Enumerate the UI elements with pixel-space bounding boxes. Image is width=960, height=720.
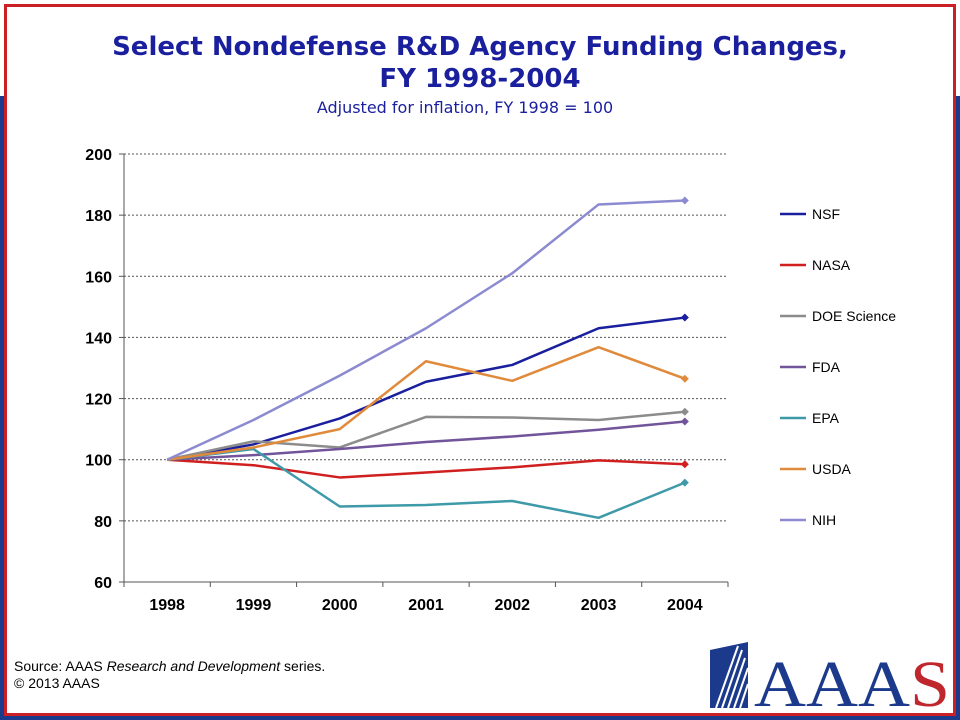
series-line-epa <box>166 447 686 520</box>
series-end-marker-nasa <box>680 460 689 469</box>
series-line-fda <box>167 420 685 461</box>
slide-frame <box>4 4 956 716</box>
bottom-blue-band <box>0 712 960 720</box>
y-tick-label: 160 <box>85 269 112 286</box>
legend-label-fda: FDA <box>812 359 841 375</box>
series-end-marker-nih <box>680 196 689 205</box>
series-line-doe-science <box>166 410 685 461</box>
source-line: Source: AAAS Research and Development se… <box>14 658 325 675</box>
slide-subtitle: Adjusted for inflation, FY 1998 = 100 <box>316 98 614 117</box>
legend-label-nasa: NASA <box>812 257 851 273</box>
x-tick-label: 1998 <box>149 597 185 614</box>
slide-title-line1: Select Nondefense R&D Agency Funding Cha… <box>112 32 848 62</box>
source-note: Source: AAAS Research and Development se… <box>14 658 325 692</box>
slide-title-line2: FY 1998-2004 <box>379 64 581 94</box>
legend-label-nsf: NSF <box>812 206 840 222</box>
series-end-marker-nsf <box>680 313 689 322</box>
y-tick-label: 80 <box>94 514 112 531</box>
y-tick-label: 180 <box>85 208 112 225</box>
series-line-nsf <box>166 316 686 461</box>
source-series-name: Research and Development <box>106 658 281 674</box>
y-tick-label: 60 <box>94 575 112 592</box>
series-line-nasa <box>167 458 685 479</box>
aaas-logo-mark-icon <box>710 642 749 709</box>
logo-wordmark: AAA S <box>754 648 950 710</box>
x-tick-label: 2002 <box>494 597 530 614</box>
legend-label-nih: NIH <box>812 512 836 528</box>
series-end-marker-fda <box>680 417 689 426</box>
legend-label-doe-science: DOE Science <box>812 308 896 324</box>
y-tick-label: 100 <box>85 453 112 470</box>
series-end-marker-doe-science <box>680 407 689 416</box>
y-tick-label: 200 <box>85 147 112 164</box>
copyright-line: © 2013 AAAS <box>14 675 100 691</box>
series-end-marker-usda <box>680 374 689 383</box>
aaas-logo: AAA S <box>710 642 950 710</box>
series-line-nih <box>166 199 685 461</box>
y-tick-label: 120 <box>85 392 112 409</box>
series-line-usda <box>166 345 686 461</box>
x-tick-label: 1999 <box>236 597 272 614</box>
legend-label-usda: USDA <box>812 461 852 477</box>
right-blue-band <box>952 96 960 712</box>
source-suffix: series. <box>280 658 326 674</box>
x-tick-label: 2004 <box>667 597 703 614</box>
series-end-marker-epa <box>680 478 689 487</box>
x-tick-label: 2003 <box>581 597 617 614</box>
x-tick-label: 2000 <box>322 597 358 614</box>
y-tick-label: 140 <box>85 330 112 347</box>
source-prefix: Source: AAAS <box>14 658 107 674</box>
legend-label-epa: EPA <box>812 410 840 426</box>
x-tick-label: 2001 <box>408 597 444 614</box>
